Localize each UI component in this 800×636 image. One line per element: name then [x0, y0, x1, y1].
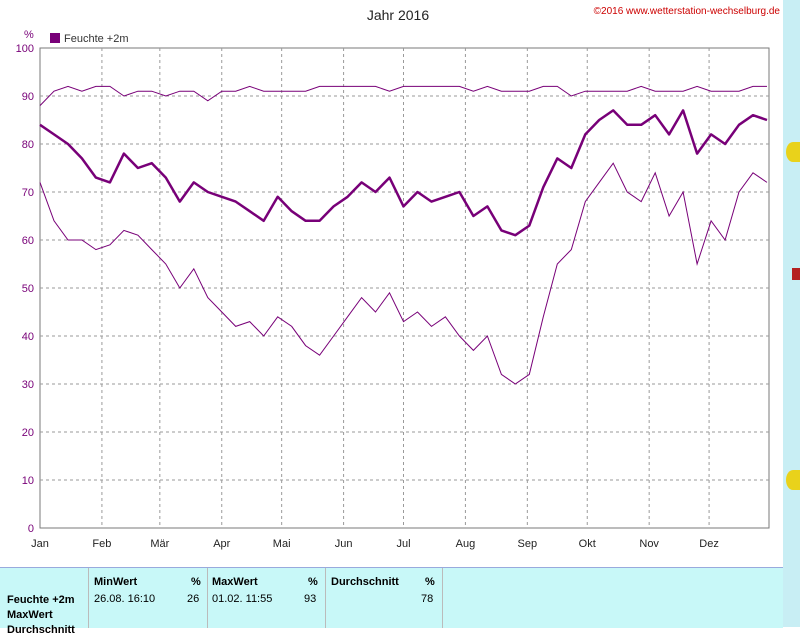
min-unit: %	[191, 576, 201, 588]
humidity-chart: 0 10 20 30 40 50 60 70 80 90 100 Jan Feb Mär Apr Mai Jun…	[16, 6, 781, 550]
legend-label: Feuchte +2m	[64, 33, 129, 45]
y-tick-label: 0	[28, 523, 34, 535]
chart-title: Jahr 2016	[367, 7, 429, 23]
copyright-text[interactable]: ©2016 www.wetterstation-wechselburg.de	[594, 6, 781, 17]
statistics-panel: Feuchte +2m MaxWert Durchschnitt MinWert…	[0, 567, 783, 636]
avg-unit: %	[425, 576, 435, 588]
x-tick-label: Nov	[639, 538, 659, 550]
y-tick-label: 60	[22, 235, 34, 247]
avg-column: Durchschnitt % 78	[326, 568, 443, 628]
y-axis-unit: %	[24, 29, 34, 41]
max-value: 93	[304, 593, 317, 605]
x-tick-label: Aug	[456, 538, 476, 550]
max-header: MaxWert	[212, 576, 258, 588]
min-value: 26	[187, 593, 200, 605]
x-tick-label: Dez	[699, 538, 719, 550]
right-side-strip	[783, 0, 800, 627]
x-tick-label: Feb	[92, 538, 111, 550]
series-line-mean	[39, 109, 768, 237]
sun-icon	[786, 142, 800, 162]
max-time: 01.02. 11:55	[212, 593, 273, 605]
stats-row-label: MaxWert	[7, 609, 53, 621]
y-tick-label: 90	[22, 91, 34, 103]
min-time: 26.08. 16:10	[94, 593, 156, 605]
stats-row-label: Feuchte +2m	[7, 594, 75, 606]
x-tick-label: Apr	[213, 538, 230, 550]
marker-icon	[792, 268, 800, 280]
stats-row-label: Durchschnitt	[7, 624, 75, 636]
series-line-max	[39, 85, 767, 106]
avg-header: Durchschnitt	[331, 576, 399, 588]
y-tick-label: 80	[22, 139, 34, 151]
sun-icon	[786, 470, 800, 490]
legend-swatch	[50, 33, 60, 43]
y-tick-label: 50	[22, 283, 34, 295]
x-tick-label: Jun	[335, 538, 353, 550]
x-tick-label: Sep	[518, 538, 538, 550]
y-tick-label: 40	[22, 331, 34, 343]
x-tick-label: Mai	[273, 538, 291, 550]
max-unit: %	[308, 576, 318, 588]
x-tick-label: Okt	[579, 538, 596, 550]
x-tick-label: Mär	[150, 538, 169, 550]
y-tick-label: 30	[22, 379, 34, 391]
y-tick-label: 70	[22, 187, 34, 199]
y-tick-label: 20	[22, 427, 34, 439]
x-tick-label: Jan	[31, 538, 49, 550]
y-tick-label: 100	[16, 43, 34, 55]
max-column: MaxWert % 01.02. 11:55 93	[207, 568, 326, 628]
series-line-min	[39, 162, 768, 385]
min-header: MinWert	[94, 576, 138, 588]
x-tick-label: Jul	[396, 538, 410, 550]
min-column: MinWert % 26.08. 16:10 26	[88, 568, 208, 628]
avg-value: 78	[421, 593, 434, 605]
y-tick-label: 10	[22, 475, 34, 487]
